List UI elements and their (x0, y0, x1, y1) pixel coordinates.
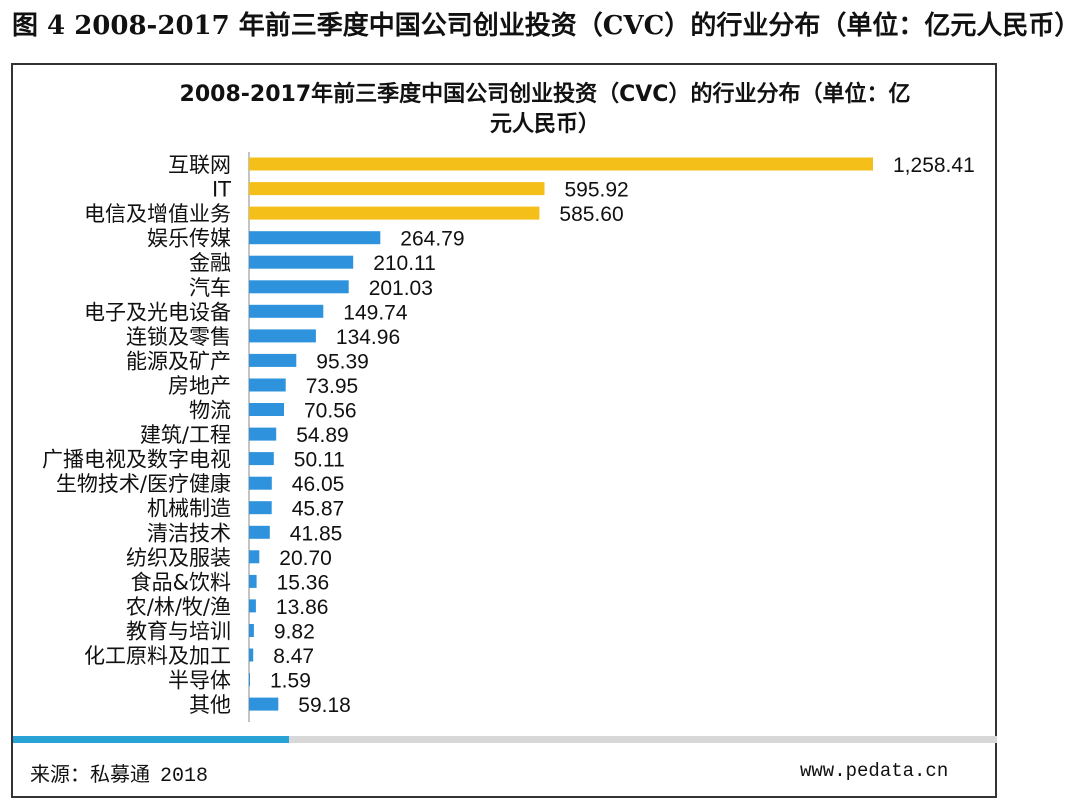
source-label: 来源：私募通 (30, 762, 150, 786)
category-label: 生物技术/医疗健康 (56, 472, 231, 496)
category-label: 食品&饮料 (131, 570, 231, 594)
value-label: 95.39 (316, 350, 369, 373)
category-label: 金融 (189, 251, 231, 275)
bar (249, 378, 286, 392)
value-label: 54.89 (296, 424, 349, 447)
value-label: 46.05 (292, 473, 345, 496)
chart-title-line-2: 元人民币） (489, 112, 600, 137)
bar (249, 427, 277, 441)
value-label: 1,258.41 (893, 154, 975, 177)
value-label: 15.36 (277, 571, 330, 594)
category-label: IT (212, 178, 231, 202)
bar (249, 599, 256, 613)
category-label: 半导体 (168, 669, 231, 693)
bar (249, 648, 254, 662)
category-label: 其他 (189, 693, 231, 717)
category-label: 物流 (189, 399, 231, 423)
bar (249, 304, 324, 318)
bar (249, 697, 279, 711)
category-label: 汽车 (189, 276, 231, 300)
value-label: 59.18 (298, 694, 351, 717)
bar (249, 353, 297, 367)
bar (249, 206, 540, 220)
category-label: 互联网 (168, 153, 231, 177)
chart-title: 2008-2017年前三季度中国公司创业投资（CVC）的行业分布（单位：亿 元人… (150, 80, 940, 140)
bar (249, 231, 381, 245)
value-label: 41.85 (290, 522, 343, 545)
category-label: 化工原料及加工 (84, 644, 231, 668)
bar (249, 476, 272, 490)
category-label: 房地产 (168, 374, 231, 398)
bar (249, 550, 260, 564)
value-label: 70.56 (304, 400, 357, 423)
value-label: 201.03 (369, 277, 433, 300)
source-note: 来源：私募通 2018 (30, 758, 208, 788)
figure-title: 图 4 2008-2017 年前三季度中国公司创业投资（CVC）的行业分布（单位… (12, 11, 1080, 41)
bar (249, 501, 272, 515)
category-label: 纺织及服装 (126, 546, 231, 570)
scroll-progress-track (13, 736, 997, 743)
category-label: 清洁技术 (147, 521, 231, 545)
value-label: 264.79 (400, 228, 464, 251)
value-label: 45.87 (292, 498, 345, 521)
category-label: 电信及增值业务 (84, 202, 231, 226)
chart-title-line-1: 2008-2017年前三季度中国公司创业投资（CVC）的行业分布（单位：亿 (179, 82, 911, 107)
bar (249, 255, 354, 269)
bar (249, 182, 545, 196)
category-label: 连锁及零售 (126, 325, 231, 349)
value-label: 134.96 (336, 326, 400, 349)
bar (249, 624, 254, 637)
bar (249, 329, 316, 343)
value-label: 73.95 (306, 375, 359, 398)
category-label: 广播电视及数字电视 (42, 448, 231, 472)
bar (249, 157, 873, 171)
value-label: 9.82 (274, 621, 315, 644)
category-label: 电子及光电设备 (84, 300, 231, 324)
category-label: 农/林/牧/渔 (126, 595, 231, 619)
value-label: 210.11 (373, 252, 436, 275)
category-label: 教育与培训 (126, 620, 231, 644)
source-year: 2018 (160, 765, 209, 788)
bar (249, 452, 274, 466)
bar (249, 574, 257, 588)
value-label: 585.60 (559, 203, 623, 226)
value-label: 8.47 (273, 645, 314, 668)
category-label: 建筑/工程 (140, 423, 231, 447)
bar (249, 280, 349, 294)
value-label: 13.86 (276, 596, 329, 619)
bar (249, 525, 270, 539)
category-label: 能源及矿产 (126, 349, 231, 373)
category-label: 娱乐传媒 (147, 227, 231, 251)
website-url: www.pedata.cn (800, 760, 949, 782)
scroll-progress-fill (13, 736, 289, 743)
bar (249, 403, 284, 416)
value-label: 595.92 (565, 179, 629, 202)
category-label: 机械制造 (147, 497, 231, 521)
value-label: 50.11 (294, 449, 345, 472)
value-label: 1.59 (270, 670, 311, 693)
value-label: 20.70 (279, 547, 332, 570)
bar (249, 673, 250, 687)
value-label: 149.74 (343, 301, 408, 324)
